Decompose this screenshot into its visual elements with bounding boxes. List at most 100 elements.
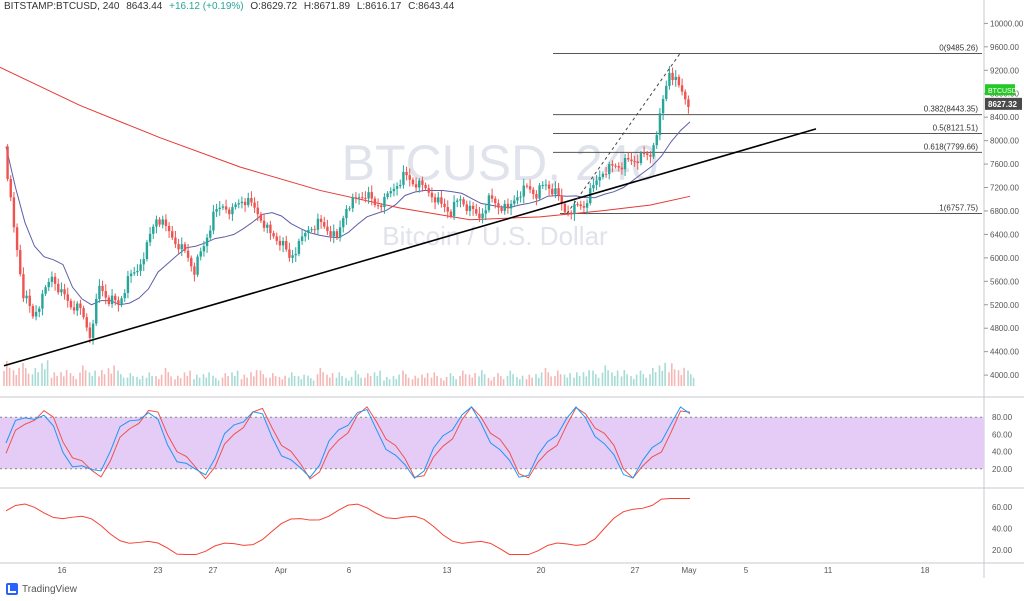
volume-bar [84,370,87,386]
volume-bar [186,375,189,386]
candle-body [570,212,573,215]
volume-bar [500,376,502,386]
symbol-label[interactable]: BITSTAMP:BTCUSD, 240 [4,1,120,12]
volume-bar [459,375,461,386]
candle-body [304,233,307,237]
volume-bar [167,372,170,386]
candle-body [186,250,190,258]
candle-body [389,191,392,194]
candle-body [253,202,256,208]
candle-body [541,184,544,186]
volume-bar [407,377,410,386]
volume-bar [421,374,423,386]
candle-body [237,203,240,205]
candle-body [513,200,516,204]
volume-bar [148,372,151,386]
volume-bar [113,365,115,386]
volume-bar [654,372,657,386]
price-tick-label: 9600.00 [990,43,1019,52]
candle-body [269,224,272,234]
candle-body [589,188,592,204]
candle-body [221,206,225,208]
fib-level-label: 0.5(8121.51) [933,123,979,132]
price-axis[interactable]: 4000.00 4400.00 4800.00 5200.00 5600.00 6000.… [984,19,1024,380]
time-axis[interactable]: 16 23 27 Apr 6 13 20 27 May 5 11 18 [58,566,930,575]
volume-bar [63,376,65,386]
candle-body [209,230,212,238]
candle-body [174,237,177,245]
volume-bar [98,376,100,386]
brand-name: TradingView [22,583,78,595]
volume-bar [585,376,588,386]
candle-body [110,295,114,305]
rsi-tick-label: 20.00 [992,546,1013,555]
volume-bar [310,378,312,386]
tradingview-logo-icon [6,583,18,595]
volume-bar [512,374,514,386]
volume-bar [56,375,58,386]
volume-bar [478,376,480,386]
candle-body [475,209,478,214]
volume-bar [110,373,113,386]
candle-body [215,209,218,212]
volume-bar [673,369,676,386]
volume-bar [60,372,62,386]
volume-bar [601,372,604,386]
candle-body [661,98,665,114]
stochastic-band [0,417,984,469]
candle-body [408,175,411,180]
volume-bar [141,375,144,386]
volume-bar [493,376,495,386]
candle-body [620,167,624,170]
volume-bar [281,379,284,386]
candle-body [687,99,690,107]
volume-bar [274,376,277,386]
volume-bar [464,374,467,386]
brand-logo[interactable]: TradingView [6,583,77,595]
volume-bar [341,375,343,386]
price-tick-label: 5200.00 [990,301,1019,310]
candle-body [136,270,139,273]
volume-bar [652,367,654,386]
candle-body [671,72,674,81]
fibonacci-levels[interactable]: 0(9485.26) 0.382(8443.35) 0.5(8121.51) 0.61… [553,44,982,214]
candle-body [449,211,453,217]
moving-average-slow [0,66,691,221]
volume-bar [155,376,157,386]
candle-body [158,219,161,225]
volume-bar [364,377,366,386]
candle-body [12,197,16,228]
volume-bar [250,372,252,386]
candle-body [544,184,548,186]
volume-bar [253,376,255,386]
chart-header: BITSTAMP:BTCUSD, 240 8643.44 +16.12 (+0.… [4,1,458,12]
stochastic-pane: 20.00 40.00 60.00 80.00 [0,406,1013,480]
time-tick-label: 6 [347,566,352,575]
stochastic-tick-label: 80.00 [992,413,1013,422]
candle-body [525,185,529,187]
candle-body [193,266,196,275]
price-tick-label: 6400.00 [990,230,1019,239]
candle-body [649,154,652,157]
candle-body [497,203,500,208]
time-tick-label: 18 [921,566,930,575]
candle-body [367,192,370,199]
volume-bar [519,379,521,386]
volume-bar [103,374,106,386]
candle-body [167,225,171,232]
candle-body [642,153,646,155]
volume-bar [677,370,680,386]
candle-body [399,184,402,187]
trendline-tools[interactable] [3,53,817,367]
volume-bar [37,372,39,386]
candle-body [50,276,54,282]
volume-bar [386,376,388,386]
candle-body [69,300,73,308]
volume-bar [474,373,476,386]
volume-bar [687,370,689,386]
candle-body [278,240,282,246]
candle-body [98,285,101,299]
volume-bar [516,376,518,386]
candle-body [85,317,88,328]
volume-bar [357,374,360,386]
